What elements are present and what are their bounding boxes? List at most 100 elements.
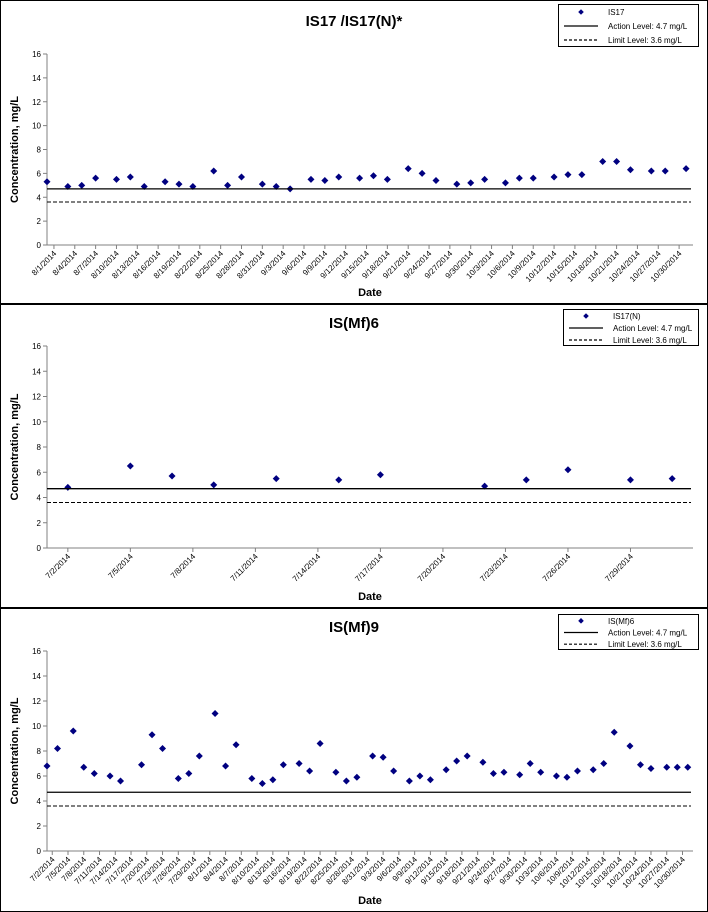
data-point [501,179,509,187]
data-point [342,777,350,785]
data-point [626,476,634,484]
data-point [453,757,461,765]
data-point [516,771,524,779]
legend-entry-label: Limit Level: 3.6 mg/L [608,640,682,649]
data-point [138,761,146,769]
y-tick-label: 0 [37,544,42,553]
data-point [159,745,167,752]
data-point [500,768,508,776]
y-tick-label: 2 [37,822,42,831]
data-point [550,173,558,181]
legend-marker-swatch [583,313,589,319]
data-point [80,763,88,771]
y-tick-label: 4 [37,193,42,202]
data-point [232,741,240,749]
data-point [467,179,475,187]
data-point [175,180,183,188]
data-point [161,178,169,186]
data-point [564,171,572,179]
data-point [600,760,608,767]
data-point [279,761,287,769]
data-point [321,177,329,185]
legend-entry-label: Action Level: 4.7 mg/L [613,324,693,333]
data-point [185,770,193,777]
chart-svg: IS17 /IS17(N)* 0 2 4 6 8 10 12 14 16 Concentration… [0,0,708,304]
y-tick-label: 12 [32,98,41,107]
data-point [552,772,560,780]
chart-frame [0,304,708,608]
y-tick-label: 14 [32,74,41,83]
data-point [295,760,303,767]
data-point [376,471,384,479]
data-point [463,752,471,760]
y-tick-label: 16 [32,50,41,59]
data-point [379,753,387,761]
data-point [416,772,424,780]
data-point [626,166,634,174]
y-axis-title: Concentration, mg/L [9,96,21,203]
chart-panel-ismf9: IS(Mf)9 0 2 4 6 8 10 12 14 16 Concentration, mg/L 7… [0,608,708,912]
x-axis-title: Date [358,287,382,299]
legend-entry-label: IS17(N) [613,312,641,321]
data-point [663,763,671,771]
data-point [668,475,676,483]
data-point [432,177,440,185]
data-point [248,775,256,782]
data-point [418,169,426,177]
data-point [210,481,218,489]
data-point [522,476,530,484]
data-point [210,167,218,175]
data-point [106,772,114,780]
y-tick-label: 2 [37,217,42,226]
data-point [369,752,377,760]
data-point [453,180,461,188]
y-tick-label: 16 [32,342,41,351]
data-point [69,727,77,735]
y-tick-label: 0 [37,241,42,250]
y-tick-label: 2 [37,519,42,528]
data-point [383,175,391,183]
data-point [126,462,134,470]
chart-title: IS17 /IS17(N)* [306,13,403,30]
data-point [610,728,618,736]
data-point [43,762,51,770]
data-point [78,181,86,189]
data-point [564,466,572,474]
data-point [626,742,634,750]
y-tick-label: 4 [37,494,42,503]
data-point [529,174,537,182]
data-point [682,165,690,173]
data-point [405,777,413,785]
chart-title: IS(Mf)9 [329,619,379,636]
y-tick-label: 6 [37,169,42,178]
data-point [684,763,692,771]
chart-panel-ismf6: IS(Mf)6 0 2 4 6 8 10 12 14 16 Concentration, mg/L 7… [0,304,708,608]
data-point [599,157,607,165]
data-point [126,173,134,181]
data-point [307,175,315,183]
data-point [481,482,489,490]
data-point [174,775,182,782]
data-point [306,767,314,775]
y-tick-label: 14 [32,367,41,376]
data-point [613,157,621,165]
data-point [237,173,245,181]
legend-entry-label: Limit Level: 3.6 mg/L [613,336,687,345]
data-point [647,167,655,175]
data-point [316,740,324,747]
y-tick-label: 14 [32,672,41,681]
y-axis-title: Concentration, mg/L [9,697,21,804]
y-tick-label: 12 [32,393,41,402]
chart-title: IS(Mf)6 [329,315,379,332]
data-point [661,167,669,175]
data-point [90,770,98,777]
legend-entry-label: IS(Mf)6 [608,617,635,626]
y-tick-label: 16 [32,647,41,656]
y-tick-label: 0 [37,847,42,856]
y-axis-title: Concentration, mg/L [9,393,21,500]
legend-marker-swatch [578,9,584,15]
data-point [335,476,343,484]
